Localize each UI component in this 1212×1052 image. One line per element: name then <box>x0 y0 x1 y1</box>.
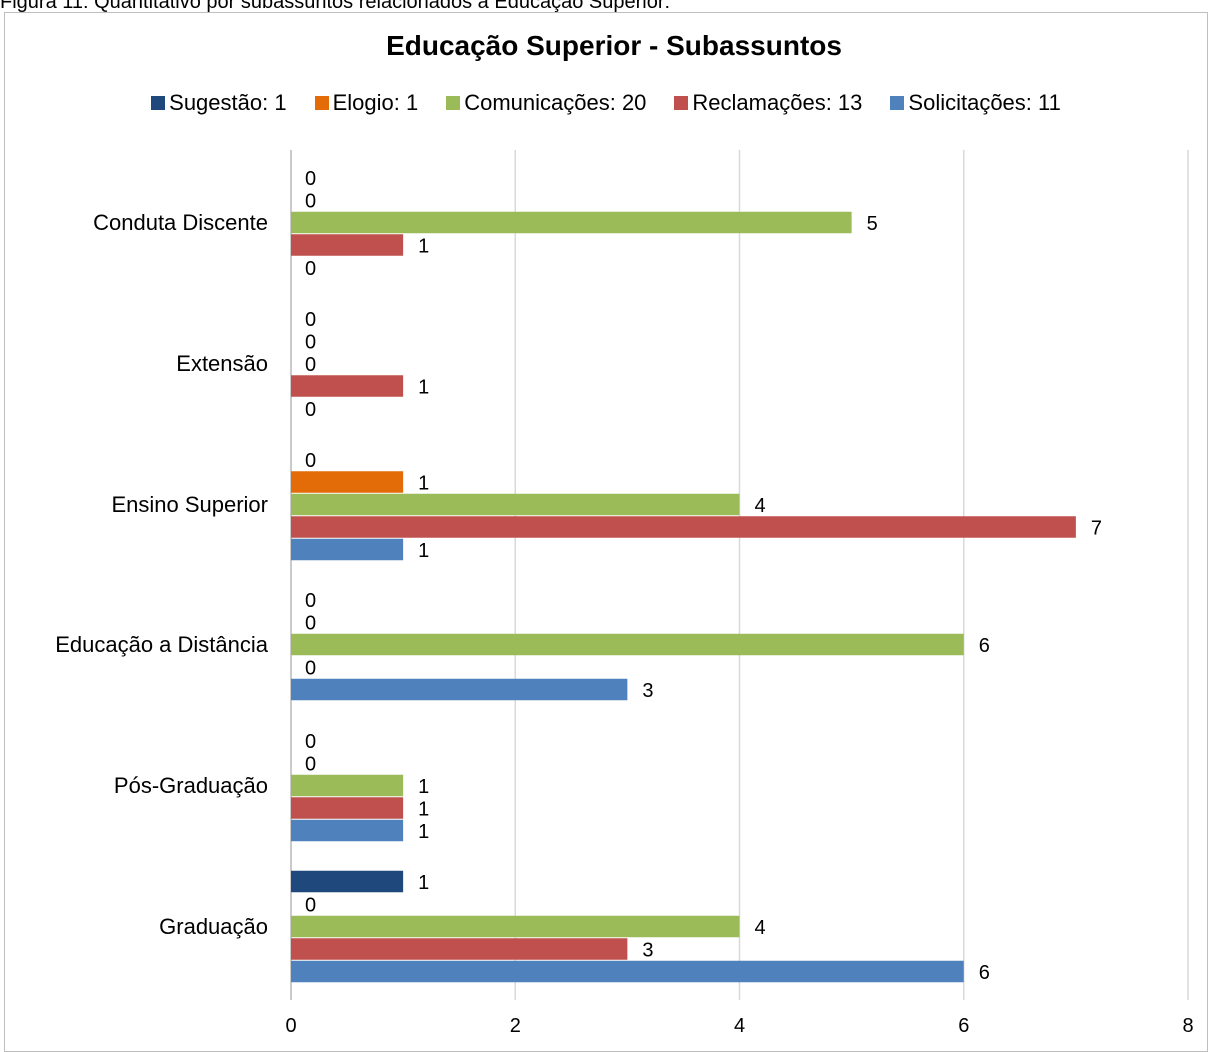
legend-swatch <box>151 96 166 110</box>
legend-label: Elogio: 1 <box>332 90 419 115</box>
figure-caption: Figura 11: Quantitativo por subassuntos … <box>0 0 671 13</box>
legend-label: Comunicações: 20 <box>464 90 647 115</box>
data-label: 0 <box>305 613 316 635</box>
data-label: 3 <box>642 940 653 962</box>
legend-swatch <box>674 96 689 110</box>
x-tick-label: 0 <box>285 1015 296 1037</box>
legend-item: Solicitações: 11 <box>890 90 1061 116</box>
legend-swatch <box>446 96 461 110</box>
data-label: 1 <box>418 776 429 798</box>
chart-title: Educação Superior - Subassuntos <box>386 30 842 61</box>
data-label: 4 <box>755 495 766 517</box>
data-label: 1 <box>418 540 429 562</box>
category-label: Educação a Distância <box>55 632 269 657</box>
data-label: 0 <box>305 658 316 680</box>
data-label: 4 <box>755 917 766 939</box>
bar <box>291 375 404 397</box>
data-label: 0 <box>305 168 316 190</box>
bar <box>291 774 404 797</box>
category-label: Extensão <box>176 351 268 376</box>
data-label: 0 <box>305 754 316 776</box>
bar <box>291 960 964 983</box>
data-label: 7 <box>1091 518 1102 540</box>
data-label: 6 <box>979 962 990 984</box>
data-label: 1 <box>418 821 429 843</box>
data-label: 0 <box>305 258 316 280</box>
x-tick-label: 8 <box>1182 1015 1193 1037</box>
legend-label: Sugestão: 1 <box>169 90 287 115</box>
data-label: 0 <box>305 731 316 753</box>
x-tick-label: 2 <box>510 1015 521 1037</box>
bar <box>291 633 964 656</box>
x-tick-label: 6 <box>958 1015 969 1037</box>
category-label: Ensino Superior <box>111 492 268 517</box>
data-label: 1 <box>418 473 429 495</box>
bar <box>291 819 404 842</box>
data-label: 0 <box>305 309 316 331</box>
chart-legend: Sugestão: 1 Elogio: 1 Comunicações: 20 Recl… <box>0 90 1212 116</box>
legend-swatch <box>314 96 329 110</box>
bar <box>291 538 404 561</box>
bar <box>291 516 1076 538</box>
bar <box>291 211 852 234</box>
data-label: 1 <box>418 872 429 894</box>
data-label: 6 <box>979 635 990 657</box>
data-label: 0 <box>305 332 316 354</box>
data-label: 0 <box>305 191 316 213</box>
legend-item: Reclamações: 13 <box>674 90 862 116</box>
data-label: 0 <box>305 590 316 612</box>
legend-swatch <box>890 96 905 110</box>
legend-item: Comunicações: 20 <box>446 90 646 116</box>
bar <box>291 797 404 819</box>
legend-label: Solicitações: 11 <box>908 90 1061 115</box>
category-label: Graduação <box>159 914 268 939</box>
bar <box>291 938 628 960</box>
bar <box>291 915 740 938</box>
data-label: 1 <box>418 799 429 821</box>
legend-item: Sugestão: 1 <box>151 90 287 116</box>
data-label: 1 <box>418 377 429 399</box>
data-label: 5 <box>867 213 878 235</box>
legend-item: Elogio: 1 <box>314 90 419 116</box>
bar <box>291 234 404 256</box>
bar <box>291 493 740 516</box>
data-label: 0 <box>305 895 316 917</box>
legend-label: Reclamações: 13 <box>692 90 863 115</box>
bar <box>291 678 628 701</box>
data-label: 3 <box>642 680 653 702</box>
data-label: 0 <box>305 450 316 472</box>
bar <box>291 870 404 893</box>
category-label: Pós-Graduação <box>114 773 268 798</box>
data-label: 0 <box>305 399 316 421</box>
data-label: 1 <box>418 236 429 258</box>
bar <box>291 471 404 493</box>
x-tick-label: 4 <box>734 1015 745 1037</box>
data-label: 0 <box>305 354 316 376</box>
category-label: Conduta Discente <box>93 210 268 235</box>
